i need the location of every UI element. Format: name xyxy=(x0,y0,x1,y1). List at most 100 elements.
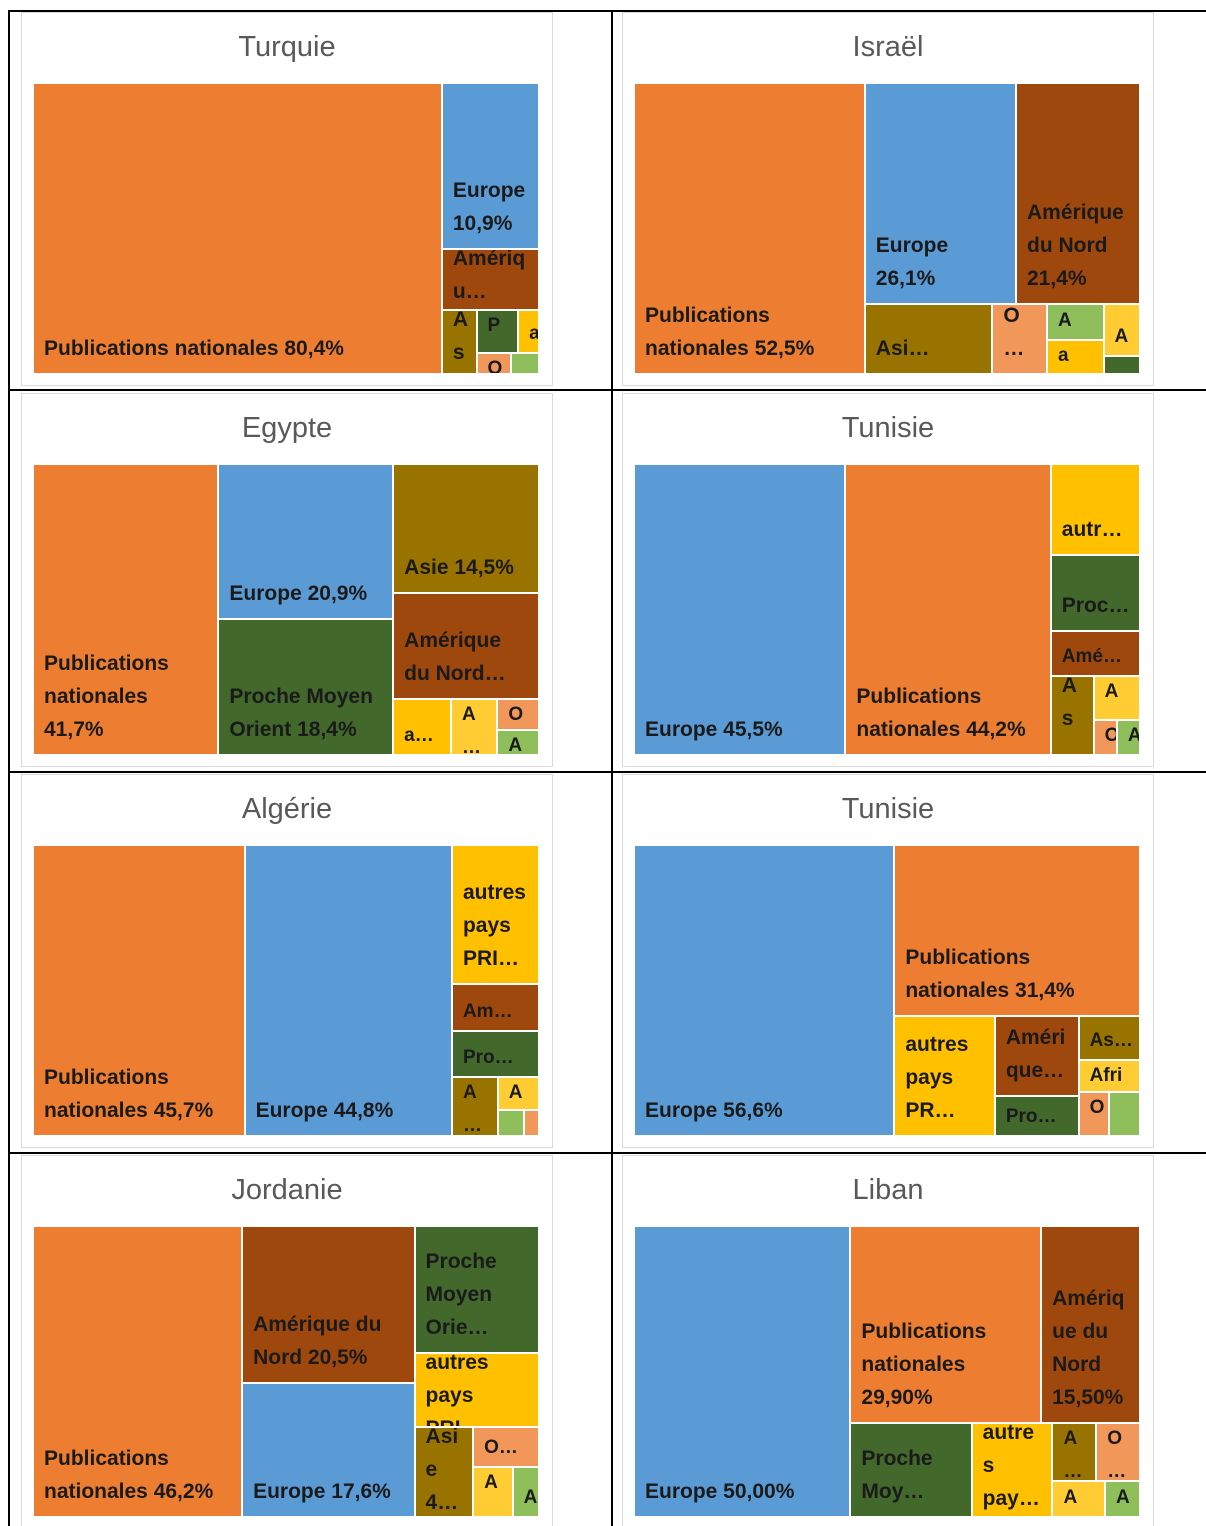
treemap-rect: autres pays PRI… xyxy=(414,1352,539,1428)
rect-label: A xyxy=(508,735,523,754)
chart-title: Jordanie xyxy=(231,1174,343,1206)
rect-label: P… xyxy=(487,315,507,352)
treemap-rect: Proc… xyxy=(1050,554,1140,631)
treemap-rect: Publications nationales 31,4% xyxy=(894,845,1140,1017)
chart-panel: Tunisie Europe 45,5% Publications national… xyxy=(622,393,1154,767)
rect-label: a xyxy=(519,317,538,352)
rect-label: Asie 4… xyxy=(425,1427,459,1515)
rect-label: Publications nationales 31,4% xyxy=(905,946,1075,1003)
treemap-rect: Proche Moyen Orie… xyxy=(414,1226,539,1353)
rect-label: Proc… xyxy=(1061,593,1130,617)
treemap-rect: A xyxy=(1047,303,1104,341)
rect-label: Asi… xyxy=(875,336,930,360)
treemap-rect: O… xyxy=(992,303,1048,374)
rect-label: Am… xyxy=(462,1000,513,1022)
treemap-rect xyxy=(1109,1092,1140,1136)
rect-label: autres pays PRI… xyxy=(462,881,526,971)
rect-label: Europe 44,8% xyxy=(255,1099,394,1122)
treemap-rect: Europe 20,9% xyxy=(218,464,394,619)
treemap-rect: Europe 56,6% xyxy=(634,845,895,1136)
rect-label: autres pay… xyxy=(982,1423,1040,1511)
treemap-rect: a… xyxy=(393,699,452,755)
treemap-rect: Europe 10,9% xyxy=(441,83,539,250)
treemap-rect xyxy=(511,352,539,374)
treemap-rect: autres pays PR… xyxy=(894,1016,995,1136)
treemap: Publications nationales 52,5% Europe 26,1… xyxy=(634,83,1140,374)
treemap-rect: autres pays PRI… xyxy=(451,845,539,985)
treemap-rect: A xyxy=(1104,1481,1140,1517)
treemap-rect: Asie 14,5% xyxy=(393,464,539,593)
rect-label: Europe 26,1% xyxy=(875,233,949,290)
chart-title: Egypte xyxy=(241,412,333,444)
rect-label: As… xyxy=(1089,1029,1133,1051)
treemap-rect: Europe 26,1% xyxy=(864,83,1016,304)
rect-label: O… xyxy=(508,704,524,726)
chart-panel: Turquie Publications nationales 80,4% Euro… xyxy=(21,12,553,386)
treemap: Publications nationales 45,7% Europe 44,8… xyxy=(33,845,539,1136)
rect-label: a… xyxy=(404,724,434,746)
treemap: Publications nationales 41,7% Europe 20,9… xyxy=(33,464,539,755)
treemap-rect: Proche Moy… xyxy=(850,1423,972,1517)
rect-label: Publications nationales 44,2% xyxy=(856,685,1026,741)
rect-label: A… xyxy=(508,1082,523,1104)
rect-label: As… xyxy=(1061,676,1083,754)
table-line xyxy=(10,771,1206,773)
treemap-rect: Proche Moyen Orient 18,4% xyxy=(218,618,394,755)
chart-title: Tunisie xyxy=(841,793,935,825)
chart-panel: Jordanie Publications nationales 46,2% Amé… xyxy=(21,1155,553,1526)
rect-label: O… xyxy=(484,1437,518,1459)
rect-label: A xyxy=(1063,1486,1078,1508)
treemap-rect: Publications nationales 29,90% xyxy=(850,1226,1042,1424)
rect-label: Afri… xyxy=(1089,1064,1123,1086)
treemap-rect xyxy=(497,1109,524,1136)
treemap-rect: A xyxy=(1052,1481,1105,1517)
treemap: Publications nationales 46,2% Amérique du… xyxy=(33,1226,539,1517)
treemap-rect: A xyxy=(1103,303,1140,357)
treemap: Publications nationales 80,4% Europe 10,9… xyxy=(33,83,539,374)
rect-label: a xyxy=(1058,345,1069,367)
rect-label: Amérique du Nord 20,5% xyxy=(253,1312,382,1369)
chart-title: Turquie xyxy=(238,31,336,63)
rect-label: Publications nationales 29,90% xyxy=(861,1320,987,1410)
treemap-rect: Amériqu… xyxy=(441,249,539,310)
treemap-rect xyxy=(1103,356,1140,374)
treemap-rect: O… xyxy=(1096,1423,1140,1482)
rect-label: Publications nationales 80,4% xyxy=(44,337,344,360)
treemap-rect: O… xyxy=(473,1427,539,1468)
rect-label: Publications nationales 52,5% xyxy=(645,304,815,360)
treemap: Europe 56,6% Publications nationales 31,4… xyxy=(634,845,1140,1136)
rect-label: Amé… xyxy=(1061,646,1122,668)
treemap-rect: Publications nationales 44,2% xyxy=(845,464,1051,755)
treemap-rect: Europe 45,5% xyxy=(634,464,846,755)
treemap: Europe 45,5% Publications nationales 44,2… xyxy=(634,464,1140,755)
treemap-rect: Oc xyxy=(1078,1092,1110,1136)
chart-title: Tunisie xyxy=(841,412,935,444)
rect-label: Amériqu… xyxy=(452,249,526,304)
treemap-rect: A xyxy=(497,730,539,755)
rect-label: O xyxy=(1095,721,1116,754)
rect-label: O xyxy=(487,357,503,373)
treemap-rect: a xyxy=(1047,340,1104,374)
rect-label: Amérique du Nord 21,4% xyxy=(1027,200,1124,290)
chart-panel: Israël Publications nationales 52,5% Europ… xyxy=(622,12,1154,386)
treemap-rect: A… xyxy=(1093,676,1140,720)
rect-label: A xyxy=(1114,326,1129,348)
treemap-rect: As… xyxy=(1078,1016,1140,1060)
rect-label: A xyxy=(523,1486,538,1508)
treemap-rect: Pro… xyxy=(451,1030,539,1078)
treemap-rect: a xyxy=(518,310,539,353)
treemap-rect: A… xyxy=(497,1077,539,1110)
rect-label: Pro… xyxy=(462,1047,514,1069)
treemap-rect: Publications nationales 41,7% xyxy=(33,464,219,755)
treemap-rect: Europe 50,00% xyxy=(634,1226,851,1517)
rect-label: autres pays PR… xyxy=(905,1032,969,1122)
rect-label: Europe 17,6% xyxy=(253,1479,391,1503)
rect-label: Publications nationales 46,2% xyxy=(44,1447,214,1503)
treemap-rect: Afri… xyxy=(1078,1059,1140,1093)
chart-panel: Egypte Publications nationales 41,7% Europ… xyxy=(21,393,553,767)
table-line xyxy=(10,10,1206,12)
treemap-rect: A… xyxy=(451,699,498,755)
rect-label: O… xyxy=(1003,303,1025,360)
rect-label: Europe 50,00% xyxy=(645,1480,795,1503)
